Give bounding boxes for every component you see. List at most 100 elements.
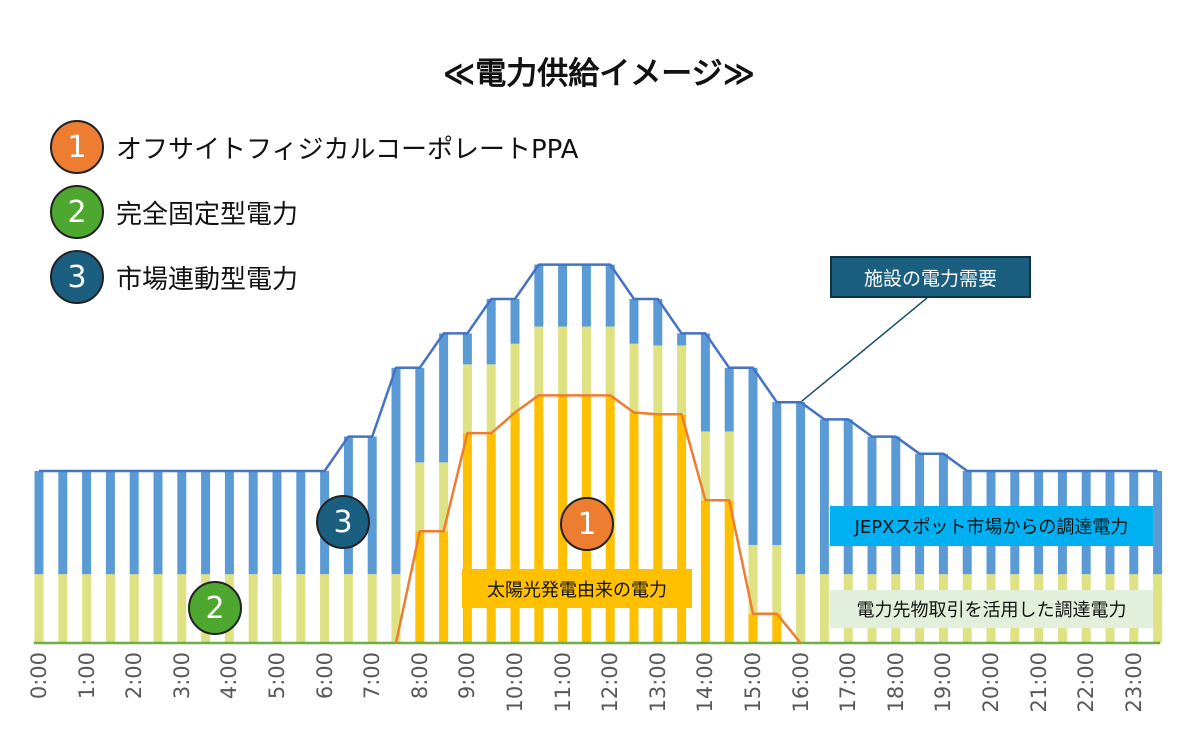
forward-bar — [510, 343, 520, 413]
forward-bar — [629, 343, 639, 413]
spot-marker: 3 — [316, 495, 370, 549]
forward-bar — [605, 326, 615, 396]
forward-bar — [367, 574, 377, 643]
forward-bar — [105, 574, 115, 643]
spot-bar — [82, 471, 92, 575]
number-badge: 3 — [50, 250, 104, 304]
x-tick-label: 2:00 — [122, 652, 147, 700]
x-tick-label: 16:00 — [788, 652, 813, 713]
legend-label: オフサイトフィジカルコーポレートPPA — [116, 134, 579, 165]
solar-bar — [534, 395, 544, 643]
forward-bar — [772, 544, 782, 614]
forward-bar — [796, 574, 806, 643]
x-tick-label: 13:00 — [645, 652, 670, 713]
spot-bar — [748, 367, 758, 545]
forward-bar — [129, 574, 139, 643]
spot-bar — [58, 471, 68, 575]
forward-bar — [34, 574, 44, 643]
spot-bar — [605, 264, 615, 327]
forward-bar — [320, 574, 330, 643]
forward-bar — [272, 574, 282, 643]
spot-bar — [391, 367, 401, 575]
solar-bar — [439, 531, 449, 643]
x-tick-label: 3:00 — [169, 652, 194, 700]
forward-bar — [153, 574, 163, 643]
solar-bar — [748, 613, 758, 643]
solar-bar — [629, 412, 639, 643]
x-tick-label: 8:00 — [407, 652, 432, 700]
x-tick-label: 10:00 — [503, 652, 527, 713]
spot-bar — [700, 333, 710, 432]
spot-bar — [724, 367, 734, 432]
forward-bar — [558, 326, 568, 396]
forward-bar — [653, 345, 663, 415]
spot-bar — [843, 419, 853, 575]
forward-bar — [581, 326, 591, 396]
spot-bar — [1153, 471, 1163, 575]
spot-bar — [105, 471, 115, 575]
x-tick-label: 12:00 — [598, 652, 623, 713]
demand-callout-line — [800, 297, 928, 403]
solar-bar — [724, 500, 734, 643]
forward-bar — [462, 364, 472, 434]
spot-bar — [439, 333, 449, 463]
x-tick-label: 11:00 — [550, 652, 575, 713]
x-tick-label: 20:00 — [979, 652, 1003, 713]
solar-bar — [700, 500, 710, 643]
x-tick-label: 15:00 — [741, 652, 765, 713]
forward-bar — [391, 574, 401, 643]
x-tick-label: 9:00 — [455, 652, 480, 700]
spot-bar — [415, 367, 425, 463]
spot-bar — [558, 264, 568, 327]
x-tick-label: 6:00 — [312, 652, 337, 700]
forward-bar — [415, 462, 425, 532]
x-tick-label: 7:00 — [360, 652, 385, 700]
forward-bar — [1153, 574, 1163, 643]
solar-bar — [486, 433, 496, 643]
forward-bar — [58, 574, 68, 643]
x-tick-label: 14:00 — [693, 652, 718, 713]
spot-bar — [462, 333, 472, 365]
legend-label: 市場連動型電力 — [116, 264, 299, 295]
number-badge: 2 — [50, 185, 104, 239]
forward-marker: 2 — [188, 581, 242, 635]
forward-bar — [677, 345, 687, 415]
legend-item-fixed: 2 完全固定型電力 — [50, 183, 298, 241]
x-tick-label: 22:00 — [1074, 652, 1099, 713]
spot-bar — [224, 471, 234, 575]
solar-bar — [510, 412, 520, 643]
spot-bar — [891, 436, 901, 575]
demand-annotation: 施設の電力需要 — [830, 256, 1031, 298]
solar-bar — [462, 433, 472, 643]
solar-marker: 1 — [560, 497, 614, 551]
spot-bar — [677, 333, 687, 346]
spot-bar — [272, 471, 282, 575]
forward-bar — [177, 574, 187, 643]
legend-item-market: 3 市場連動型電力 — [50, 248, 298, 306]
x-tick-label: 23:00 — [1121, 652, 1146, 713]
spot-bar — [867, 436, 877, 575]
forward-bar — [819, 574, 829, 643]
forward-bar — [724, 431, 734, 501]
forward-bar — [700, 431, 710, 501]
spot-bar — [534, 264, 544, 327]
solar-bar — [415, 531, 425, 643]
page-title: ≪電力供給イメージ≫ — [442, 56, 756, 92]
forward-bar — [248, 574, 258, 643]
forward-bar — [296, 574, 306, 643]
solar-bar — [653, 414, 663, 643]
legend-item-ppa: 1 オフサイトフィジカルコーポレートPPA — [50, 118, 578, 176]
spot-bar — [129, 471, 139, 575]
spot-bar — [296, 471, 306, 575]
number-badge: 1 — [50, 120, 104, 174]
forward-bar — [343, 574, 353, 643]
forward-annotation: 電力先物取引を活用した調達電力 — [830, 590, 1153, 628]
spot-bar — [772, 402, 782, 545]
x-tick-label: 4:00 — [217, 652, 242, 700]
forward-bar — [534, 326, 544, 396]
x-tick-label: 1:00 — [74, 652, 99, 700]
demand-line — [39, 263, 1158, 473]
spot-bar — [796, 402, 806, 575]
spot-bar — [367, 436, 377, 575]
